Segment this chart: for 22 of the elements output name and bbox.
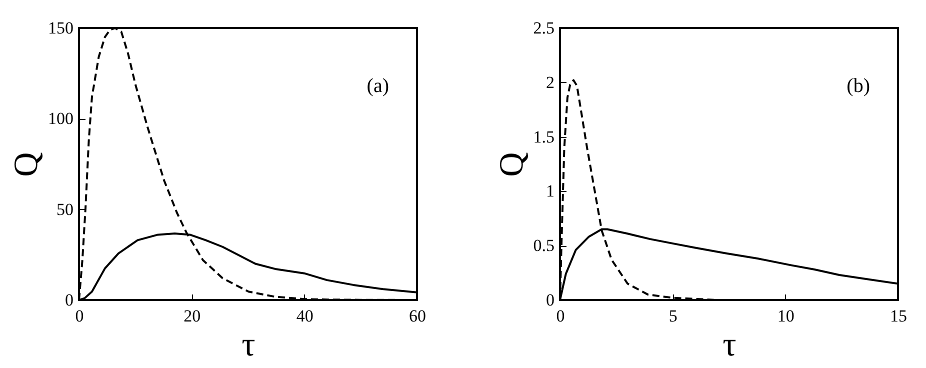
x-tick-label: 5: [668, 306, 678, 326]
annotation: (b): [846, 75, 870, 97]
y-tick-label: 1.5: [533, 127, 554, 146]
x-axis-title: τ: [722, 326, 736, 364]
y-tick-label: 0: [546, 290, 554, 310]
x-tick-label: 60: [409, 306, 426, 326]
x-axis-title: τ: [242, 326, 256, 364]
y-tick-label: 2.5: [533, 18, 554, 38]
y-tick-label: 100: [48, 109, 74, 128]
y-tick-label: 1: [546, 182, 554, 201]
y-tick-label: 50: [56, 200, 74, 219]
y-tick-label: 0.5: [533, 236, 554, 256]
x-tick-label: 20: [184, 306, 201, 326]
annotation: (a): [366, 75, 389, 97]
x-tick-label: 10: [777, 306, 794, 326]
x-tick-label: 40: [296, 306, 314, 326]
y-tick-label: 2: [546, 72, 554, 92]
y-tick-label: 150: [48, 18, 74, 38]
y-axis-title: Q: [8, 152, 45, 177]
x-tick-label: 15: [890, 306, 907, 326]
y-tick-label: 0: [65, 290, 74, 310]
y-axis-title: Q: [493, 152, 530, 177]
